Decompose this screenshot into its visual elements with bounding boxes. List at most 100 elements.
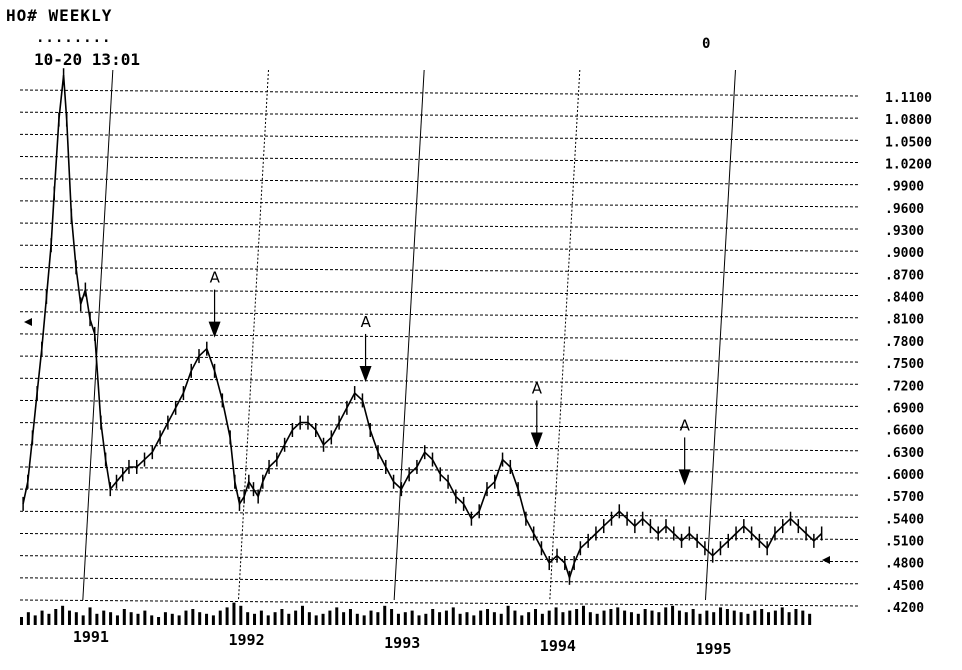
volume-bar bbox=[431, 609, 435, 625]
gridline-h bbox=[19, 289, 861, 297]
volume-bar bbox=[773, 610, 777, 625]
volume-bar bbox=[143, 610, 147, 625]
volume-bar bbox=[307, 612, 311, 625]
gridline-h bbox=[19, 599, 861, 607]
gridline-h bbox=[19, 222, 861, 230]
gridline-v bbox=[393, 69, 425, 601]
volume-bar bbox=[109, 612, 113, 625]
gridline-h bbox=[19, 333, 861, 341]
volume-bar bbox=[417, 615, 421, 625]
volume-bar bbox=[801, 610, 805, 625]
volume-bar bbox=[191, 609, 195, 625]
gridline-h bbox=[19, 510, 861, 518]
gridline-h bbox=[19, 444, 861, 452]
gridline-h bbox=[19, 156, 861, 164]
annotation-label: A bbox=[210, 269, 221, 287]
volume-bars bbox=[20, 602, 812, 625]
gridline-h bbox=[19, 355, 861, 363]
x-tick-label: 1993 bbox=[384, 634, 420, 652]
y-tick-label: .8100 bbox=[885, 313, 924, 328]
volume-bar bbox=[95, 613, 99, 625]
volume-bar bbox=[287, 613, 291, 625]
gridline-h bbox=[19, 111, 861, 119]
volume-bar bbox=[527, 612, 531, 625]
volume-bar bbox=[753, 610, 757, 625]
volume-bar bbox=[465, 612, 469, 625]
volume-bar bbox=[554, 607, 558, 625]
volume-bar bbox=[650, 610, 654, 625]
volume-bar bbox=[40, 610, 44, 625]
y-tick-label: .4200 bbox=[885, 601, 924, 616]
annotation-arrow-head bbox=[678, 469, 691, 486]
annotation-label: A bbox=[680, 416, 691, 434]
y-tick-label: 1.0200 bbox=[885, 158, 932, 173]
volume-bar bbox=[26, 612, 30, 625]
gridline-h bbox=[19, 377, 861, 385]
y-tick-label: .6000 bbox=[885, 468, 924, 483]
gridline-h bbox=[19, 311, 861, 319]
volume-bar bbox=[232, 602, 236, 625]
volume-bar bbox=[33, 615, 37, 625]
volume-bar bbox=[444, 610, 448, 625]
volume-bar bbox=[246, 612, 250, 625]
x-tick-label: 1994 bbox=[540, 637, 576, 655]
volume-bar bbox=[732, 610, 736, 625]
volume-bar bbox=[157, 617, 161, 625]
annotation-arrow-head bbox=[208, 321, 221, 338]
price-line bbox=[22, 75, 823, 581]
volume-bar bbox=[239, 605, 243, 625]
dotted-marker: ........ bbox=[36, 30, 112, 46]
volume-bar bbox=[684, 612, 688, 625]
volume-bar bbox=[808, 613, 812, 625]
volume-bar bbox=[150, 615, 154, 625]
gridline-h bbox=[19, 488, 861, 496]
volume-bar bbox=[390, 609, 394, 625]
x-tick-label: 1991 bbox=[73, 628, 109, 646]
volume-bar bbox=[88, 607, 92, 625]
volume-bar bbox=[54, 609, 58, 625]
volume-bar bbox=[643, 609, 647, 625]
gridline-h bbox=[19, 244, 861, 252]
y-tick-label: .5400 bbox=[885, 512, 924, 527]
volume-bar bbox=[328, 610, 332, 625]
vertical-gridlines bbox=[82, 69, 736, 601]
volume-bar bbox=[61, 605, 65, 625]
volume-bar bbox=[458, 613, 462, 625]
volume-bar bbox=[438, 612, 442, 625]
volume-bar bbox=[780, 607, 784, 625]
volume-bar bbox=[410, 610, 414, 625]
annotations: A A A A bbox=[208, 269, 691, 486]
volume-bar bbox=[698, 613, 702, 625]
volume-bar bbox=[81, 615, 85, 625]
annotation-arrow-head bbox=[359, 365, 372, 382]
volume-bar bbox=[170, 613, 174, 625]
volume-bar bbox=[705, 610, 709, 625]
volume-bar bbox=[273, 612, 277, 625]
volume-bar bbox=[314, 615, 318, 625]
volume-bar bbox=[739, 612, 743, 625]
volume-bar bbox=[342, 612, 346, 625]
volume-bar bbox=[581, 605, 585, 625]
volume-bar bbox=[712, 612, 716, 625]
volume-bar bbox=[472, 615, 476, 625]
volume-bar bbox=[492, 612, 496, 625]
volume-bar bbox=[102, 610, 106, 625]
volume-bar bbox=[383, 605, 387, 625]
volume-bar bbox=[67, 610, 71, 625]
gridline-h bbox=[19, 555, 861, 563]
y-tick-label: .9300 bbox=[885, 224, 924, 239]
gridline-h bbox=[19, 133, 861, 141]
volume-bar bbox=[403, 612, 407, 625]
horizontal-gridlines bbox=[19, 89, 861, 607]
y-tick-label: .5700 bbox=[885, 490, 924, 505]
volume-bar bbox=[616, 607, 620, 625]
volume-bar bbox=[225, 607, 229, 625]
volume-bar bbox=[547, 610, 551, 625]
volume-bar bbox=[760, 609, 764, 625]
y-tick-label: .9900 bbox=[885, 180, 924, 195]
y-tick-label: .4500 bbox=[885, 579, 924, 594]
volume-bar bbox=[211, 615, 215, 625]
y-tick-label: .7200 bbox=[885, 379, 924, 394]
y-axis-labels: 1.1100 1.0800 1.0500 1.0200 .9900 .9600 .9300.… bbox=[885, 91, 932, 616]
